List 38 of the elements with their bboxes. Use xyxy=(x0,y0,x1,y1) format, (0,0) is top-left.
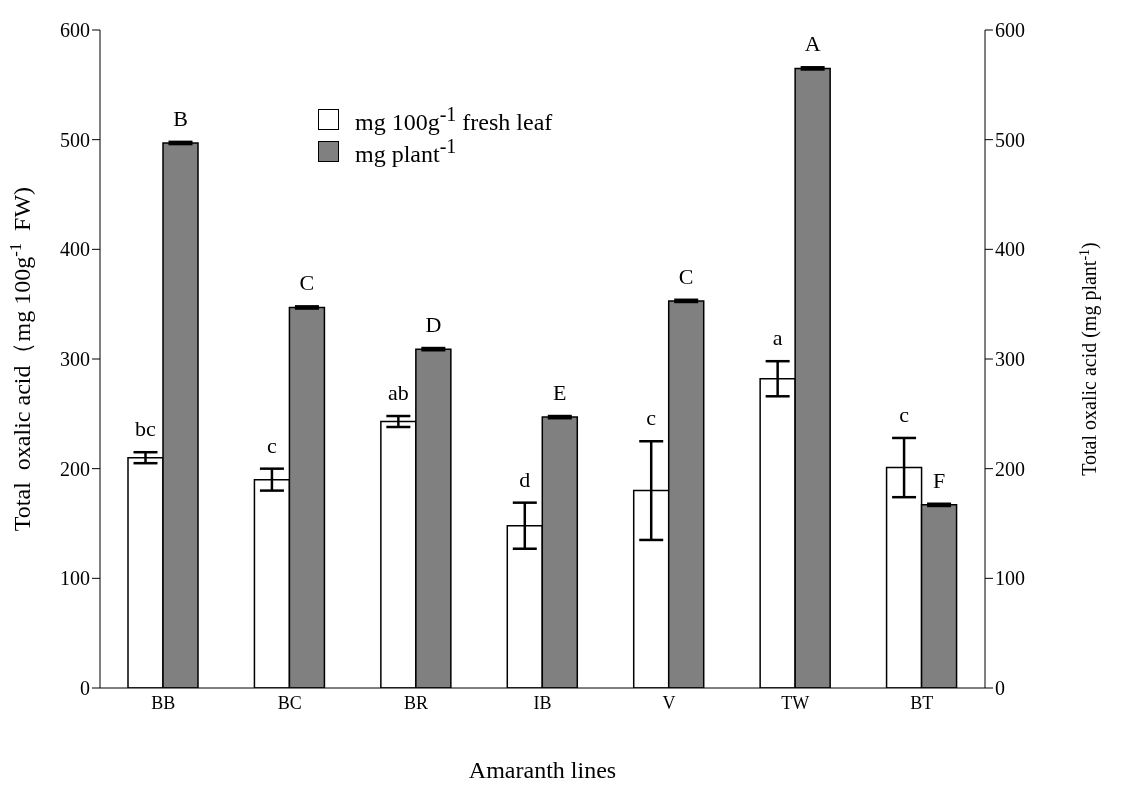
legend-label: mg 100g$^{-1}$ fresh leaf xyxy=(355,102,553,136)
y-tick-label: 600 xyxy=(60,19,90,42)
annotation: c xyxy=(267,432,278,458)
x-tick-label: IB xyxy=(533,692,552,713)
annotation: F xyxy=(932,467,946,493)
x-tick-label: V xyxy=(662,692,676,713)
y2-tick-label: 300 xyxy=(995,348,1025,371)
x-axis-title: Amaranth lines xyxy=(468,757,617,783)
y2-tick-label: 500 xyxy=(995,128,1025,151)
annotation: A xyxy=(804,31,821,57)
annotation: c xyxy=(899,401,910,427)
y2-tick-label: 100 xyxy=(995,567,1025,590)
annotation: c xyxy=(646,405,657,431)
y-tick-label: 300 xyxy=(60,348,90,371)
annotation: bc xyxy=(135,416,157,442)
annotation: d xyxy=(519,466,531,492)
annotation: C xyxy=(299,270,315,296)
annotation: D xyxy=(425,312,442,338)
y2-tick-label: 600 xyxy=(995,19,1025,42)
legend-label: mg plant$^{-1}$ xyxy=(355,134,457,168)
x-tick-label: BT xyxy=(910,692,934,713)
y2-tick-label: 0 xyxy=(995,677,1005,700)
y2-tick-label: 400 xyxy=(995,238,1025,261)
annotation: ab xyxy=(387,380,409,406)
y-tick-label: 100 xyxy=(60,567,90,590)
annotation: B xyxy=(173,105,188,131)
y-tick-label: 200 xyxy=(60,457,90,480)
y-tick-label: 0 xyxy=(80,677,90,700)
x-tick-label: BC xyxy=(277,692,302,713)
y2-tick-label: 200 xyxy=(995,457,1025,480)
y-tick-label: 500 xyxy=(60,128,90,151)
x-tick-label: BB xyxy=(151,692,176,713)
annotation: C xyxy=(678,263,694,289)
y-tick-label: 400 xyxy=(60,238,90,261)
x-tick-label: TW xyxy=(781,692,810,713)
annotation: E xyxy=(553,380,567,406)
annotation: a xyxy=(772,325,783,351)
x-tick-label: BR xyxy=(404,692,429,713)
